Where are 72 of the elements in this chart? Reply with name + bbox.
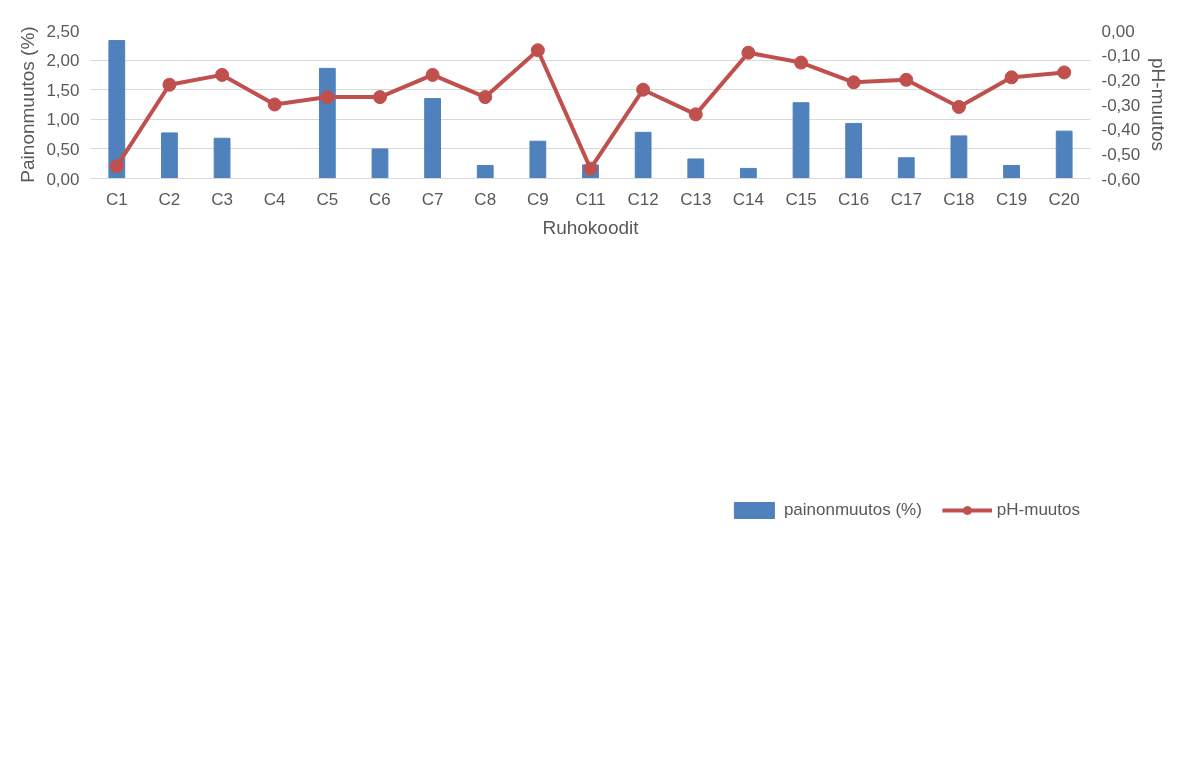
bar bbox=[424, 98, 441, 179]
y2-tick-label: -0,30 bbox=[1101, 95, 1141, 115]
x-tick-label: C11 bbox=[575, 189, 606, 209]
x-tick-label: C15 bbox=[785, 189, 817, 209]
bar bbox=[1055, 130, 1073, 179]
y2-tick-label: -0,60 bbox=[1101, 169, 1141, 189]
point bbox=[162, 77, 177, 92]
point bbox=[688, 107, 703, 122]
y2-tick-label: -0,20 bbox=[1101, 70, 1141, 90]
point bbox=[1057, 65, 1072, 80]
x-axis-title: Ruhokoodit bbox=[542, 216, 640, 238]
point bbox=[1004, 70, 1019, 85]
x-tick-label: C20 bbox=[1048, 189, 1080, 209]
point bbox=[425, 67, 440, 82]
x-tick-label: C2 bbox=[158, 189, 181, 209]
x-tick-label: C14 bbox=[732, 189, 764, 209]
point bbox=[320, 90, 335, 105]
bar bbox=[318, 67, 336, 179]
y2-tick-label: 0,00 bbox=[1101, 21, 1135, 41]
bar bbox=[161, 132, 178, 179]
x-tick-label: C4 bbox=[263, 189, 286, 209]
point bbox=[109, 159, 124, 174]
bar bbox=[740, 167, 757, 179]
bar bbox=[108, 40, 126, 179]
x-tick-label: C18 bbox=[943, 189, 975, 209]
bar bbox=[529, 140, 547, 179]
point bbox=[372, 90, 387, 105]
point bbox=[899, 72, 914, 87]
y-tick-label: 2,00 bbox=[46, 51, 80, 71]
bar bbox=[845, 122, 863, 179]
y-tick-label: 0,00 bbox=[46, 169, 80, 189]
bar bbox=[1003, 164, 1020, 179]
point bbox=[794, 55, 809, 70]
x-tick-label: C17 bbox=[890, 189, 922, 209]
x-tick-label: C8 bbox=[474, 189, 497, 209]
point bbox=[846, 75, 861, 90]
x-tick-label: C13 bbox=[680, 189, 712, 209]
point bbox=[478, 90, 493, 105]
bar bbox=[792, 102, 810, 179]
y2-tick-label: -0,40 bbox=[1101, 120, 1141, 140]
x-tick-label: C9 bbox=[527, 189, 549, 209]
y-tick-label: 1,50 bbox=[46, 80, 80, 100]
y-tick-label: 2,50 bbox=[46, 21, 80, 41]
bar bbox=[634, 131, 652, 179]
point bbox=[530, 43, 545, 58]
legend-label: pH-muutos bbox=[996, 500, 1080, 520]
point bbox=[215, 67, 230, 82]
x-tick-label: C1 bbox=[105, 189, 128, 209]
bar bbox=[371, 148, 389, 179]
bar bbox=[687, 158, 705, 179]
bar bbox=[213, 137, 231, 179]
x-tick-label: C7 bbox=[421, 189, 444, 209]
y-axis-title: Painonmuutos (%) bbox=[17, 26, 39, 183]
point bbox=[951, 99, 966, 114]
x-tick-label: C19 bbox=[995, 189, 1028, 209]
x-tick-label: C5 bbox=[316, 189, 339, 209]
x-tick-label: C3 bbox=[211, 189, 233, 209]
point bbox=[267, 97, 282, 112]
bar bbox=[476, 164, 494, 179]
y-tick-label: 0,50 bbox=[46, 139, 80, 159]
bar bbox=[897, 157, 915, 179]
bar bbox=[950, 135, 968, 179]
y2-tick-label: -0,10 bbox=[1101, 46, 1141, 66]
x-tick-label: C12 bbox=[627, 189, 659, 209]
legend-label: painonmuutos (%) bbox=[783, 500, 922, 520]
x-tick-label: C6 bbox=[369, 189, 391, 209]
y2-tick-label: -0,50 bbox=[1101, 144, 1141, 164]
point bbox=[636, 82, 651, 97]
y-tick-label: 1,00 bbox=[46, 110, 80, 130]
point bbox=[741, 45, 756, 60]
x-tick-label: C16 bbox=[838, 189, 870, 209]
y2-axis-title: pH-muutos bbox=[1148, 58, 1170, 151]
